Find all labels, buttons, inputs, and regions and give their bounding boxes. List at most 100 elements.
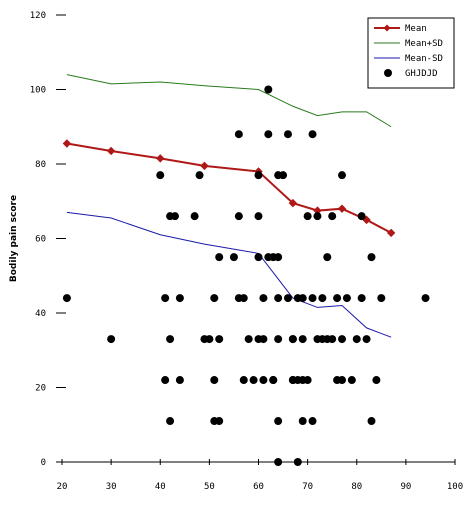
data-point: [166, 335, 175, 344]
x-tick-label: 30: [106, 482, 117, 492]
data-point: [210, 294, 219, 303]
data-point: [264, 130, 273, 139]
legend-label: Mean-SD: [405, 54, 443, 64]
data-point: [274, 417, 283, 426]
data-point: [274, 458, 283, 466]
data-point: [338, 335, 347, 344]
x-tick-label: 50: [204, 482, 215, 492]
data-point: [259, 294, 268, 303]
data-point: [372, 376, 381, 385]
data-point: [308, 417, 317, 426]
legend-marker-diamond: [383, 24, 391, 32]
data-point: [303, 376, 312, 385]
data-point: [362, 335, 371, 344]
data-point: [303, 212, 312, 221]
mean-marker: [156, 154, 165, 163]
points-layer: [62, 85, 430, 466]
data-point: [328, 335, 337, 344]
data-point: [269, 376, 278, 385]
data-point: [313, 212, 322, 221]
data-point: [298, 294, 307, 303]
data-point: [283, 294, 292, 303]
data-point: [318, 294, 327, 303]
data-point: [229, 253, 238, 262]
y-tick-label: 40: [35, 309, 46, 319]
data-point: [421, 294, 430, 303]
data-point: [259, 376, 268, 385]
series-layer: [62, 74, 396, 338]
data-point: [170, 212, 179, 221]
data-point: [308, 294, 317, 303]
data-point: [308, 130, 317, 139]
x-tick-label: 20: [57, 482, 68, 492]
data-point: [357, 294, 366, 303]
y-axis-label: Bodily pain score: [9, 195, 19, 282]
data-point: [279, 171, 288, 180]
x-tick-label: 40: [155, 482, 166, 492]
data-point: [323, 253, 332, 262]
mean-marker: [106, 146, 116, 156]
data-point: [215, 253, 224, 262]
x-tick-label: 100: [447, 482, 463, 492]
y-tick-label: 0: [41, 458, 46, 468]
axes: 20 30 40 50 60 70 80 90 100 0 20 40 60 80 100 120: [30, 11, 463, 492]
data-point: [352, 335, 361, 344]
data-point: [367, 417, 376, 426]
x-tick-label: 80: [351, 482, 362, 492]
mean-marker: [62, 139, 72, 148]
series-line-mean-sd: [66, 211, 392, 338]
y-tick-label: 60: [35, 235, 46, 245]
data-point: [338, 171, 347, 180]
y-tick-label: 120: [30, 11, 46, 21]
y-tick-label: 100: [30, 86, 46, 96]
data-point: [249, 376, 258, 385]
data-point: [161, 294, 170, 303]
data-point: [239, 376, 248, 385]
data-point: [342, 294, 351, 303]
data-point: [328, 212, 337, 221]
data-point: [274, 253, 283, 262]
data-point: [195, 171, 204, 180]
legend: Mean Mean+SD Mean-SD GHJDJD: [367, 17, 455, 89]
legend-box: [367, 17, 455, 89]
data-point: [210, 376, 219, 385]
data-point: [259, 335, 268, 344]
x-tick-label: 90: [400, 482, 411, 492]
data-point: [367, 253, 376, 262]
legend-label: Mean+SD: [405, 39, 443, 49]
data-point: [274, 335, 283, 344]
data-point: [156, 171, 165, 180]
mean-marker: [386, 228, 396, 238]
data-point: [338, 376, 347, 385]
data-point: [62, 294, 71, 303]
legend-label: GHJDJD: [405, 69, 438, 79]
data-point: [234, 212, 243, 221]
data-point: [205, 335, 214, 344]
data-point: [215, 417, 224, 426]
data-point: [288, 335, 297, 344]
series-line-mean: [66, 142, 392, 234]
mean-marker: [288, 198, 298, 208]
data-point: [298, 335, 307, 344]
legend-marker-point: [384, 69, 392, 77]
data-point: [244, 335, 253, 344]
data-point: [283, 130, 292, 139]
x-tick-label: 60: [253, 482, 264, 492]
data-point: [357, 212, 366, 221]
data-point: [190, 212, 199, 221]
x-tick-label: 70: [302, 482, 313, 492]
data-point: [215, 335, 224, 344]
data-point: [264, 85, 273, 94]
data-point: [254, 171, 263, 180]
data-point: [161, 376, 170, 385]
data-point: [175, 376, 184, 385]
y-tick-label: 20: [35, 384, 46, 394]
data-point: [274, 294, 283, 303]
data-point: [254, 212, 263, 221]
data-point: [293, 458, 302, 466]
data-point: [239, 294, 248, 303]
data-point: [234, 130, 243, 139]
series-line-mean-sd: [66, 74, 392, 128]
